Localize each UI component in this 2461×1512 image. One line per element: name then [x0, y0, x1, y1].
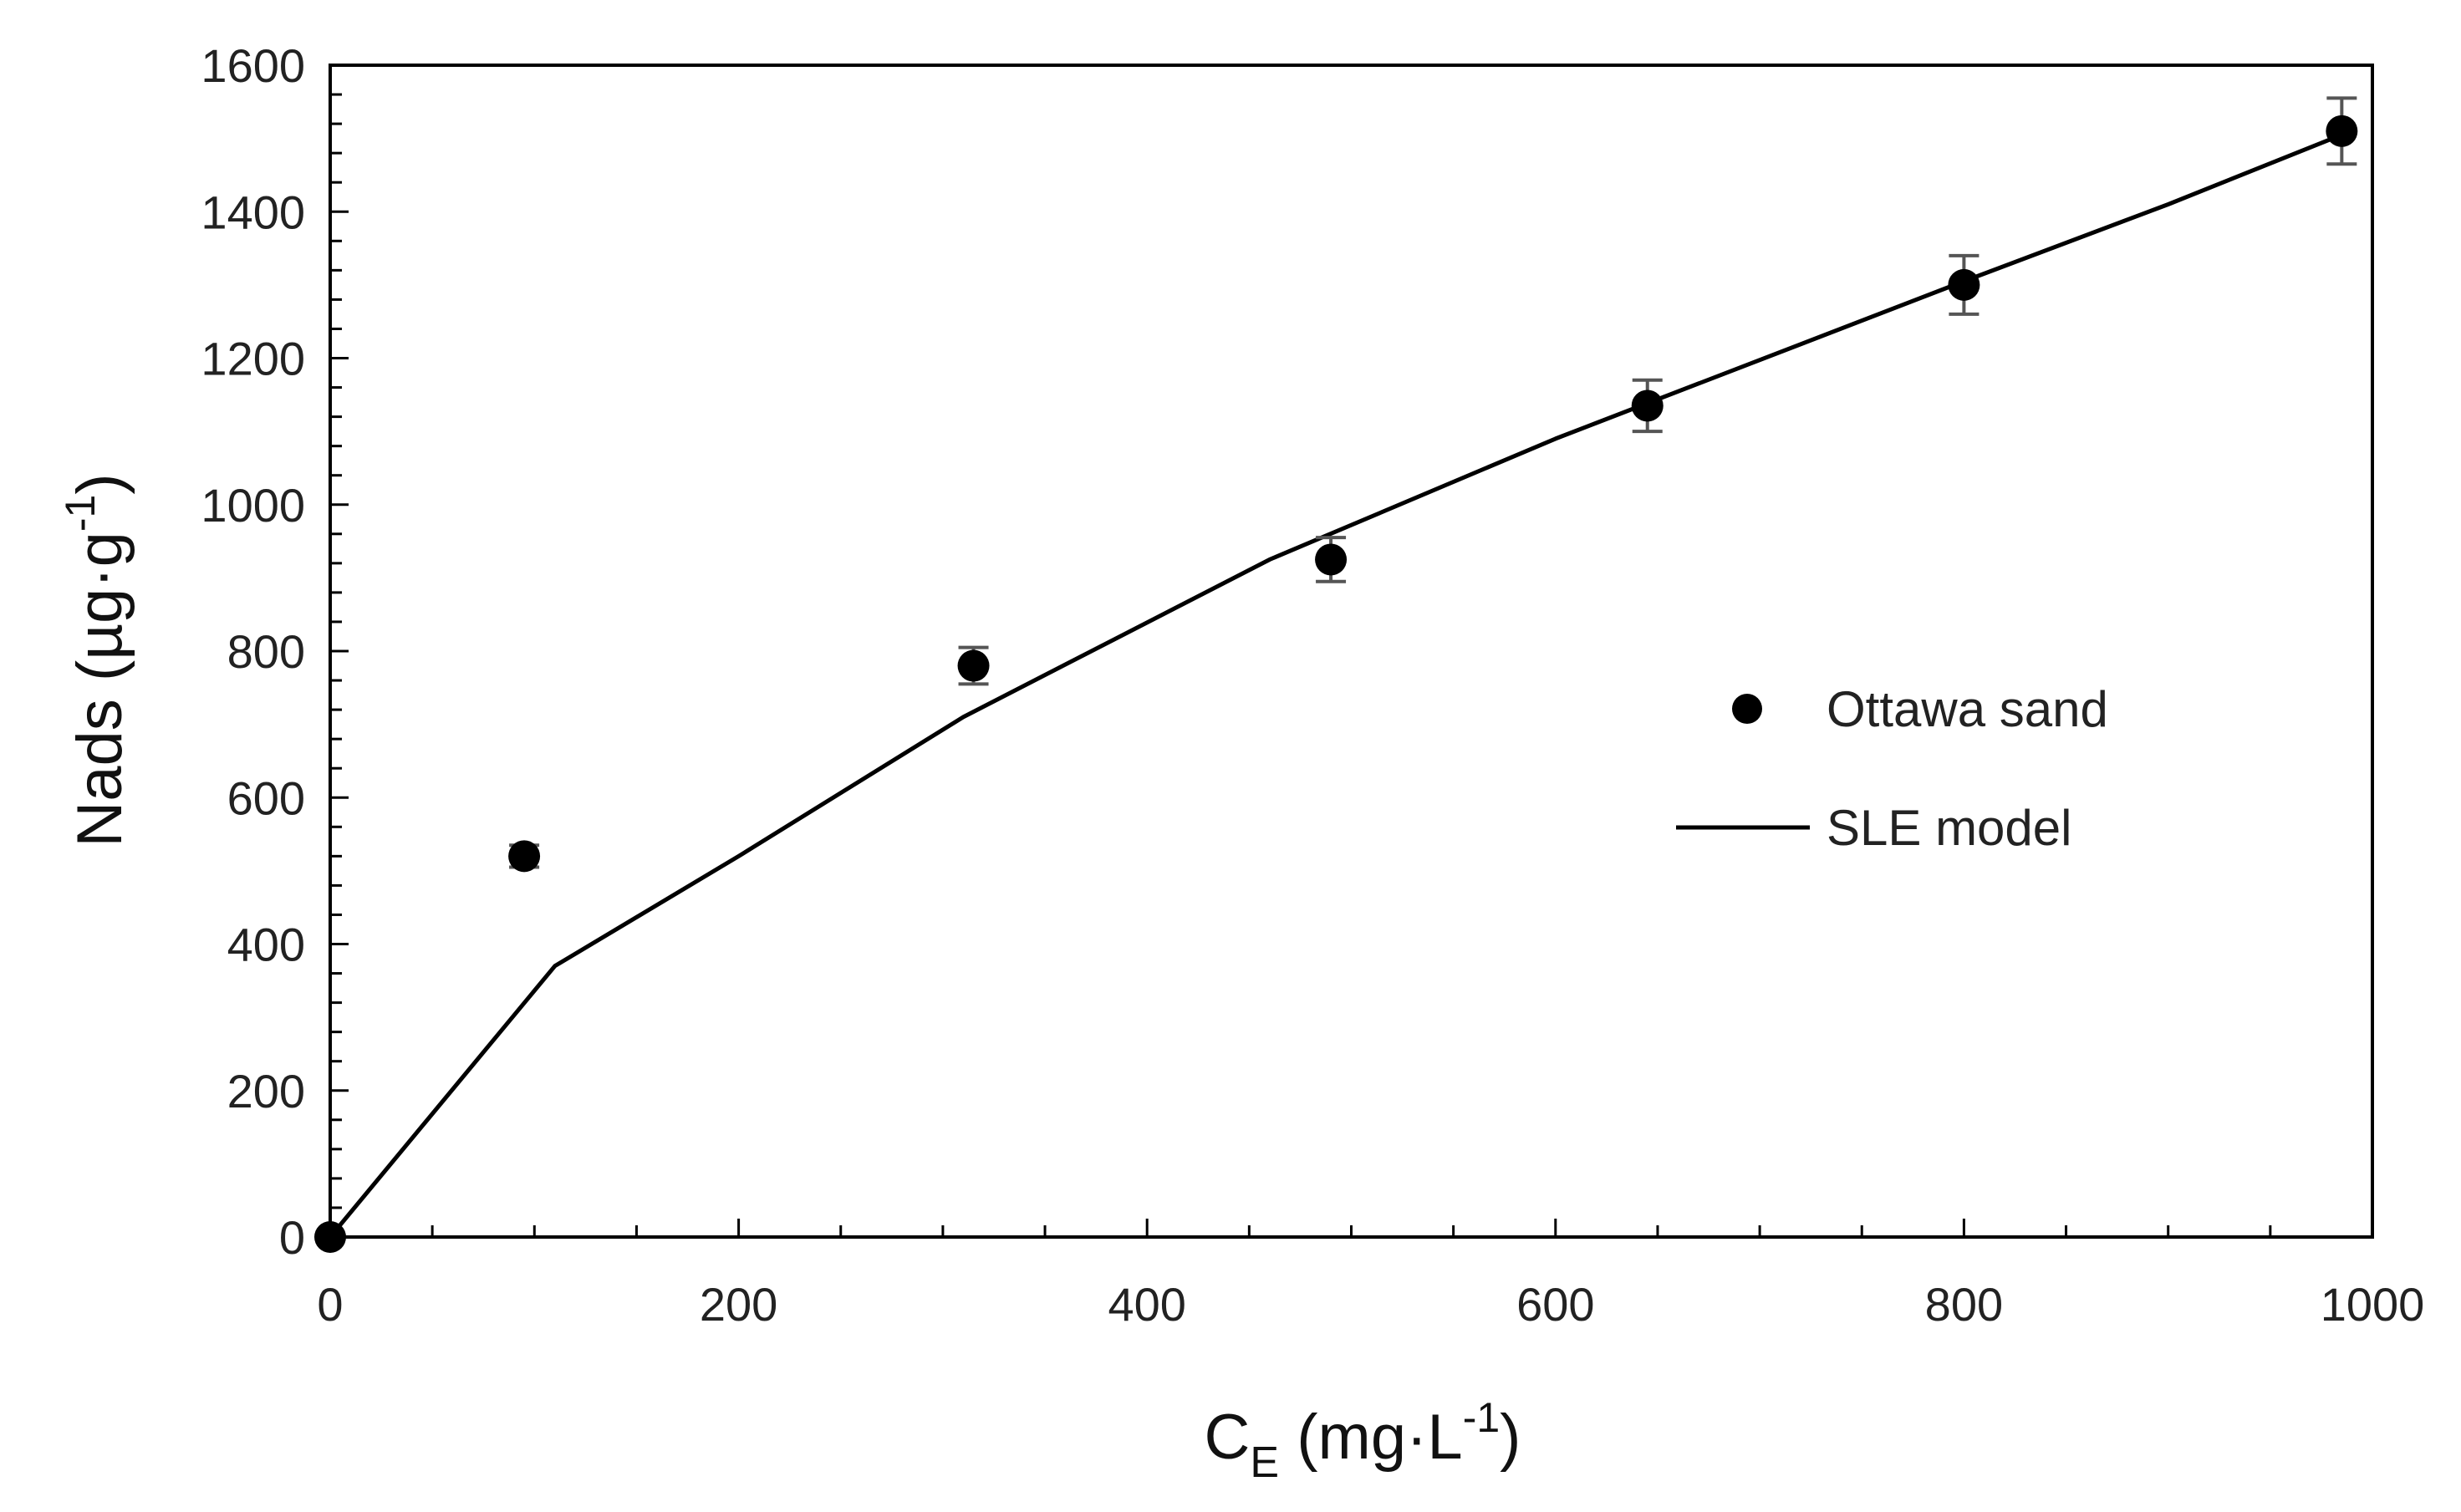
y-tick-label: 400 [227, 919, 305, 971]
legend-label-ottawa-sand: Ottawa sand [1827, 681, 2108, 737]
y-axis-title: Nads (µg·g-1) [57, 473, 135, 847]
x-tick-label: 1000 [2321, 1278, 2425, 1331]
y-tick-label: 600 [227, 771, 305, 824]
y-axis-title-main: Nads (µg·g [64, 532, 135, 847]
data-point-ottawa-sand [508, 840, 541, 873]
y-tick-label: 1400 [201, 186, 305, 238]
x-axis-title-unit-close: ) [1500, 1402, 1521, 1473]
x-tick-label: 200 [700, 1278, 777, 1331]
series-layer [314, 96, 2358, 1253]
x-tick-label: 600 [1516, 1278, 1594, 1331]
data-point-ottawa-sand [1631, 389, 1664, 422]
y-tick-label: 800 [227, 625, 305, 678]
y-tick-label: 1200 [201, 333, 305, 385]
y-tick-label: 1000 [201, 479, 305, 532]
plot-area-frame [329, 64, 2374, 1239]
y-tick-label: 0 [279, 1211, 305, 1264]
x-axis-title-subscript: E [1250, 1438, 1279, 1487]
data-point-ottawa-sand [957, 649, 990, 682]
x-tick-label: 0 [317, 1278, 343, 1331]
y-axis-title-superscript: -1 [57, 495, 104, 532]
legend: Ottawa sand SLE model [1676, 681, 2108, 856]
x-axis-title-main: C [1205, 1402, 1251, 1473]
x-axis-title-unit-superscript: -1 [1463, 1394, 1500, 1441]
y-axis-title-close: ) [64, 473, 135, 494]
data-point-ottawa-sand [2326, 115, 2358, 147]
sle-model-line [329, 132, 2343, 1239]
legend-label-sle-model: SLE model [1827, 800, 2072, 856]
axis-ticks [329, 64, 2374, 1239]
x-tick-label: 800 [1925, 1278, 2003, 1331]
x-axis-title: CE (mg·L-1) [1205, 1394, 1521, 1487]
y-tick-label: 200 [227, 1065, 305, 1117]
tick-labels: 0 200 400 600 800 1000 1200 1400 1600 0 200 400 600 8… [201, 39, 2424, 1331]
data-point-ottawa-sand [1948, 268, 1980, 301]
data-point-ottawa-sand [1315, 543, 1348, 576]
x-axis-title-unit-open: (mg·L [1279, 1402, 1463, 1473]
legend-marker-ottawa-sand [1732, 694, 1762, 724]
x-tick-label: 400 [1108, 1278, 1185, 1331]
y-tick-label: 1600 [201, 39, 305, 92]
